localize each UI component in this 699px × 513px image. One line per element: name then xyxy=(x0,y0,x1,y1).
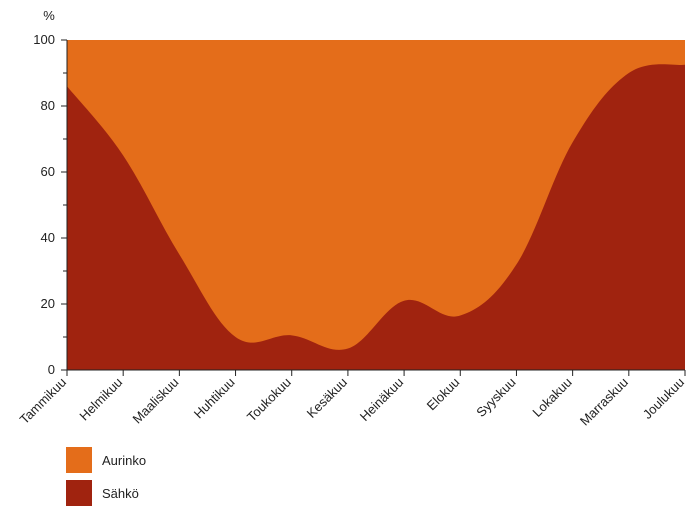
y-tick-label: 0 xyxy=(48,362,55,377)
x-tick-label: Syyskuu xyxy=(473,375,518,420)
area-sahko xyxy=(67,64,685,370)
x-axis-ticks: Tammikuu Helmikuu Maaliskuu Huhtikuu Toukoku… xyxy=(17,370,687,429)
x-tick-label: Toukokuu xyxy=(244,375,294,425)
x-tick-label: Helmikuu xyxy=(76,375,125,424)
x-tick-label: Marraskuu xyxy=(577,375,631,429)
y-axis-unit: % xyxy=(43,8,55,23)
y-tick-label: 20 xyxy=(41,296,55,311)
legend-item-aurinko: Aurinko xyxy=(66,447,146,473)
x-tick-label: Maaliskuu xyxy=(129,375,181,427)
x-tick-label: Kesäkuu xyxy=(304,375,350,421)
x-tick-label: Joulukuu xyxy=(640,375,687,422)
y-axis-ticks: 0 20 40 60 80 100 xyxy=(33,32,67,377)
legend: Aurinko Sähkö xyxy=(66,447,146,513)
y-tick-label: 40 xyxy=(41,230,55,245)
x-tick-label: Lokakuu xyxy=(529,375,574,420)
y-tick-label: 100 xyxy=(33,32,55,47)
x-tick-label: Elokuu xyxy=(424,375,463,414)
legend-label-sahko: Sähkö xyxy=(102,485,139,501)
plot-areas xyxy=(67,40,685,370)
y-tick-label: 60 xyxy=(41,164,55,179)
legend-swatch-aurinko xyxy=(66,447,92,473)
legend-label-aurinko: Aurinko xyxy=(102,452,147,468)
x-tick-label: Tammikuu xyxy=(17,375,70,428)
y-tick-label: 80 xyxy=(41,98,55,113)
legend-swatch-sahko xyxy=(66,480,92,506)
legend-item-sahko: Sähkö xyxy=(66,480,146,506)
x-tick-label: Heinäkuu xyxy=(357,375,406,424)
x-tick-label: Huhtikuu xyxy=(191,375,238,422)
